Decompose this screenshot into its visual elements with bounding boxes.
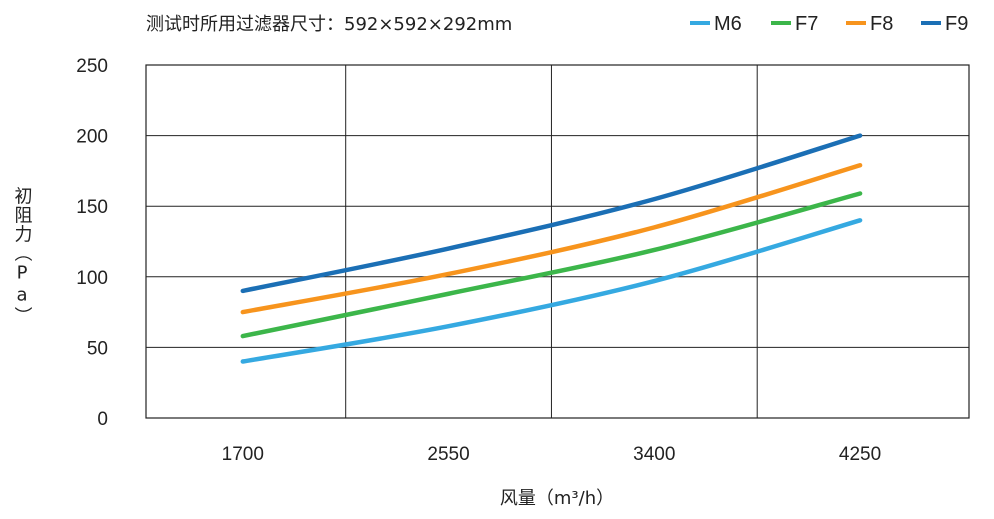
- y-tick-label: 200: [76, 127, 108, 148]
- chart-title: 测试时所用过滤器尺寸：592×592×292mm: [146, 14, 512, 35]
- x-axis-title: 风量（m³/h）: [500, 488, 614, 509]
- x-tick-label: 4250: [839, 444, 881, 465]
- legend-label-f8: F8: [870, 13, 893, 35]
- legend-label-f9: F9: [945, 13, 968, 35]
- tick-labels: 0 50 100 150 200 250 1700 2550 3400 4250: [76, 56, 881, 465]
- y-axis-title: 初阻力（Pa）: [12, 186, 33, 325]
- x-tick-label: 3400: [633, 444, 675, 465]
- y-tick-label: 50: [87, 338, 108, 359]
- x-tick-label: 2550: [427, 444, 469, 465]
- series-line-m6: [240, 218, 863, 364]
- series-line-f9: [240, 133, 863, 294]
- y-tick-label: 100: [76, 268, 108, 289]
- plot-frame: [145, 64, 970, 419]
- legend-label-f7: F7: [795, 13, 818, 35]
- y-tick-label: 0: [97, 409, 108, 430]
- series-line-f8: [240, 163, 863, 315]
- x-tick-label: 1700: [222, 444, 264, 465]
- legend: M6 F7 F8 F9: [690, 13, 968, 35]
- series-lines: [240, 133, 863, 364]
- legend-label-m6: M6: [714, 13, 742, 35]
- y-tick-label: 250: [76, 56, 108, 77]
- y-tick-label: 150: [76, 197, 108, 218]
- series-line-f7: [240, 191, 863, 339]
- grid: [145, 64, 970, 419]
